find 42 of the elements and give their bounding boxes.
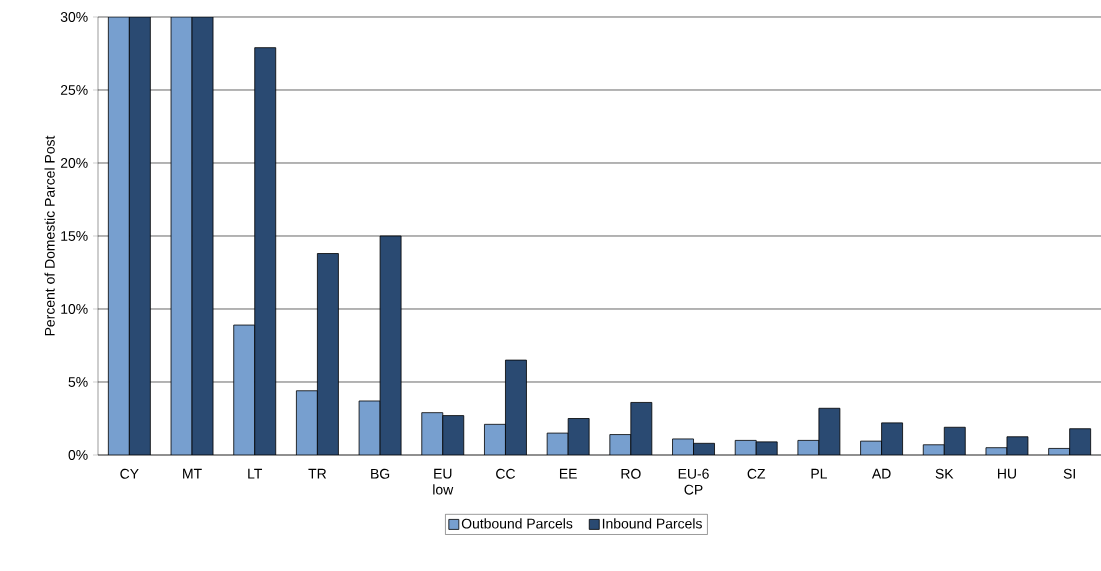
x-tick-label: EE (559, 468, 577, 479)
bar (484, 424, 506, 455)
y-tick-label: 5% (68, 377, 88, 387)
x-tick-label: RO (621, 468, 641, 479)
bar (296, 390, 318, 455)
x-tick-label: SI (1063, 468, 1075, 479)
y-axis-title: Percent of Domestic Parcel Post (44, 135, 55, 336)
bar (568, 418, 590, 455)
x-tick-label: EU low (433, 468, 454, 495)
bar (1069, 428, 1092, 455)
x-tick-label: TR (308, 468, 327, 479)
bar (421, 412, 443, 455)
bar (108, 17, 130, 455)
bar (380, 236, 402, 455)
y-tick-label: 30% (60, 12, 88, 22)
bar (630, 402, 652, 455)
x-tick-label: MT (183, 468, 202, 479)
legend-label: Outbound Parcels (461, 518, 573, 529)
x-tick-label: EU-6 CP (678, 468, 709, 495)
x-tick-label: PL (811, 468, 827, 479)
y-tick-label: 10% (61, 304, 88, 314)
bar (171, 17, 193, 455)
x-tick-label: CC (496, 468, 516, 479)
bar (129, 17, 151, 455)
bar (254, 47, 276, 455)
y-tick-label: 20% (60, 158, 88, 168)
x-tick-label: LT (248, 468, 263, 479)
y-tick-label: 25% (60, 85, 88, 95)
bar (505, 360, 527, 455)
x-tick-label: HU (998, 468, 1016, 479)
x-tick-label: CZ (747, 468, 766, 479)
bar (317, 253, 339, 455)
bar (442, 415, 464, 455)
x-tick-label: BG (371, 468, 390, 479)
y-tick-label: 15% (61, 231, 88, 241)
bar (233, 325, 255, 455)
x-tick-label: AD (871, 468, 891, 479)
x-tick-label: SK (935, 468, 954, 479)
y-tick-label: 0% (68, 450, 88, 460)
bar (192, 17, 214, 455)
x-tick-label: CY (120, 468, 139, 479)
legend-label: Inbound Parcels (602, 518, 702, 529)
